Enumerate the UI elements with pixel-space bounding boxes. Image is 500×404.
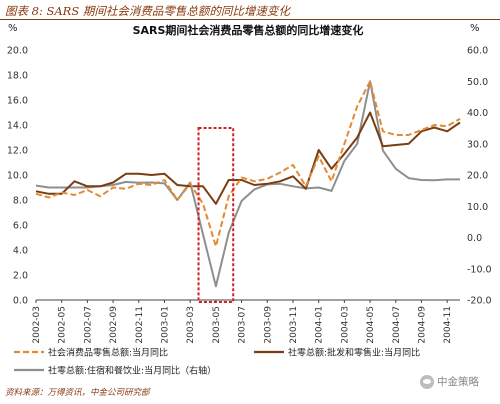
right-axis-ticks: -20.0 -10.0 0.0 10.0 20.0 30.0 40.0 50.0 60.0 [467, 46, 492, 307]
legend: 社会消费品零售总额:当月同比 社零总额:批发和零售业:当月同比 社零总额:住宿和… [14, 347, 420, 377]
x-tick-label: 2004-05 [366, 306, 376, 344]
right-tick-label: -20.0 [467, 296, 492, 307]
chart-title: SARS期间社会消费品零售总额的同比增速变化 [133, 23, 364, 37]
x-tick-label: 2002-11 [135, 306, 145, 344]
x-tick-label: 2003-03 [186, 306, 196, 344]
left-tick-label: 18.0 [7, 71, 28, 82]
right-tick-label: 30.0 [467, 139, 488, 150]
caption-rule [0, 19, 500, 20]
right-tick-label: 10.0 [467, 202, 488, 213]
x-tick-label: 2002-07 [83, 306, 93, 344]
x-tick-label: 2002-03 [32, 306, 42, 344]
right-tick-label: 40.0 [467, 108, 488, 119]
watermark-label: 中金策略 [437, 376, 479, 388]
x-tick-label: 2004-11 [443, 306, 453, 344]
x-tick-label: 2003-09 [263, 306, 273, 344]
right-axis-unit: % [470, 23, 480, 34]
left-tick-label: 8.0 [13, 196, 28, 207]
left-axis-unit: % [8, 23, 18, 34]
x-tick-label: 2004-01 [315, 306, 325, 344]
figure-caption: 图表 8: SARS 期间社会消费品零售总额的同比增速变化 [5, 4, 290, 18]
right-tick-label: 0.0 [467, 233, 482, 244]
left-tick-label: 0.0 [13, 296, 28, 307]
series-layer [35, 80, 461, 288]
right-tick-label: 20.0 [467, 171, 488, 182]
series-line-hospitality [35, 80, 460, 288]
watermark: 中金策略 [420, 374, 479, 389]
x-tick-label: 2003-05 [212, 306, 222, 344]
left-tick-label: 6.0 [13, 221, 28, 232]
left-tick-label: 20.0 [7, 46, 28, 57]
x-tick-label: 2002-09 [109, 306, 119, 344]
right-tick-label: -10.0 [467, 264, 492, 275]
x-tick-label: 2003-01 [160, 306, 170, 344]
left-tick-label: 16.0 [7, 96, 28, 107]
wechat-icon [420, 374, 434, 389]
x-tick-label: 2003-07 [238, 306, 248, 344]
left-tick-label: 12.0 [7, 146, 28, 157]
series-line-wholesale [35, 111, 461, 205]
right-tick-label: 60.0 [467, 46, 488, 57]
x-tick-label: 2003-11 [289, 306, 299, 344]
x-tick-label: 2004-09 [417, 306, 427, 344]
source-note: 资料来源：万得资讯，中金公司研究部 [5, 388, 150, 398]
left-tick-label: 14.0 [7, 121, 28, 132]
legend-label-hospitality: 社零总额:住宿和餐饮业:当月同比（右轴） [48, 365, 216, 377]
left-tick-label: 4.0 [13, 246, 28, 257]
x-tick-label: 2002-05 [58, 306, 68, 344]
legend-label-total: 社会消费品零售总额:当月同比 [48, 347, 168, 359]
legend-label-wholesale: 社零总额:批发和零售业:当月同比 [288, 347, 420, 359]
series-line-total [35, 80, 461, 248]
left-tick-label: 2.0 [13, 271, 28, 282]
x-axis-ticks: 2002-03 2002-05 2002-07 2002-09 2002-11 2003-… [32, 300, 453, 344]
x-tick-label: 2004-07 [392, 306, 402, 344]
sars-highlight-box [197, 127, 235, 303]
left-tick-label: 10.0 [7, 171, 28, 182]
right-tick-label: 50.0 [467, 77, 488, 88]
left-axis-ticks: 0.0 2.0 4.0 6.0 8.0 10.0 12.0 14.0 16.0 18.0 20.0 [7, 46, 28, 307]
line-chart: SARS期间社会消费品零售总额的同比增速变化 % % 0.0 2.0 4.0 6.0 8… [7, 23, 492, 377]
x-tick-label: 2004-03 [340, 306, 350, 344]
